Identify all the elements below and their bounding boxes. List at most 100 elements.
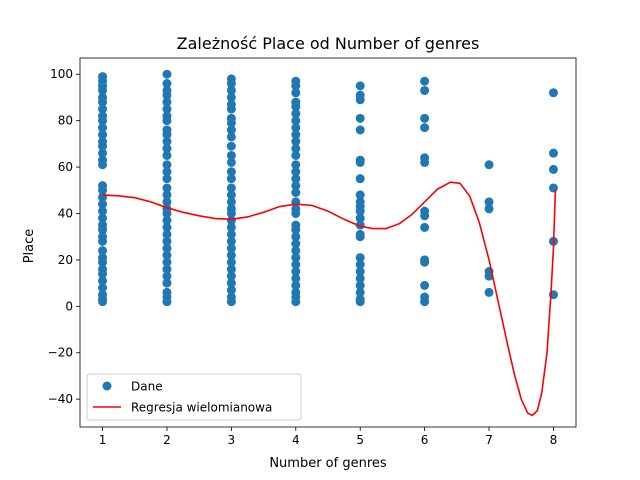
data-point: [98, 104, 108, 114]
data-point: [226, 243, 236, 253]
y-tick-label: 40: [58, 206, 73, 220]
y-tick-label: 60: [58, 160, 73, 174]
data-point: [484, 197, 494, 207]
data-point: [291, 253, 301, 263]
data-point: [226, 157, 236, 167]
data-point: [162, 229, 172, 239]
x-tick-label: 8: [550, 433, 558, 447]
data-point: [291, 144, 301, 154]
data-point: [98, 130, 108, 140]
data-point: [291, 297, 301, 307]
data-point: [484, 287, 494, 297]
data-point: [162, 174, 172, 184]
data-point: [226, 236, 236, 246]
data-point: [484, 204, 494, 214]
y-tick-label: 20: [58, 253, 73, 267]
data-point: [98, 246, 108, 256]
data-point: [226, 85, 236, 95]
x-tick-label: 4: [292, 433, 300, 447]
data-point: [291, 81, 301, 91]
chart-title: Zależność Place od Number of genres: [177, 34, 480, 53]
data-point: [226, 167, 236, 177]
data-point: [98, 276, 108, 286]
data-point: [420, 85, 430, 95]
data-point: [291, 273, 301, 283]
scatter-series: [98, 69, 558, 307]
data-point: [291, 174, 301, 184]
data-point: [291, 88, 301, 98]
plot-area: [98, 69, 558, 417]
data-point: [291, 116, 301, 126]
x-axis-label: Number of genres: [269, 456, 387, 471]
data-point: [162, 167, 172, 177]
data-point: [420, 297, 430, 307]
data-point: [226, 118, 236, 128]
data-point: [226, 183, 236, 193]
data-point: [226, 197, 236, 207]
data-point: [162, 150, 172, 160]
legend: Dane Regresja wielomianowa: [86, 373, 302, 421]
data-point: [420, 123, 430, 133]
data-point: [226, 285, 236, 295]
data-point: [162, 278, 172, 288]
y-tick-label: 0: [65, 299, 73, 313]
data-point: [420, 211, 430, 221]
x-tick-label: 6: [421, 433, 429, 447]
data-point: [98, 116, 108, 126]
regression-line: [102, 181, 557, 417]
data-point: [162, 197, 172, 207]
data-point: [355, 174, 365, 184]
data-point: [226, 79, 236, 89]
data-point: [226, 125, 236, 135]
data-point: [548, 148, 558, 158]
legend-marker-dane: [102, 381, 112, 391]
data-point: [291, 260, 301, 270]
data-point: [420, 76, 430, 86]
y-tick-label: 80: [58, 114, 73, 128]
data-point: [162, 236, 172, 246]
data-point: [291, 225, 301, 235]
data-point: [98, 213, 108, 223]
data-point: [291, 130, 301, 140]
data-point: [98, 206, 108, 216]
data-point: [98, 199, 108, 209]
legend-label-dane: Dane: [131, 380, 163, 394]
data-point: [355, 260, 365, 270]
data-point: [98, 160, 108, 170]
data-point: [355, 297, 365, 307]
data-point: [226, 92, 236, 102]
data-point: [548, 164, 558, 174]
x-tick-label: 1: [99, 433, 107, 447]
legend-box: [86, 373, 302, 421]
data-point: [291, 160, 301, 170]
data-point: [226, 278, 236, 288]
data-point: [162, 144, 172, 154]
y-tick-label: 100: [50, 67, 73, 81]
data-point: [98, 97, 108, 107]
x-tick-label: 3: [228, 433, 236, 447]
data-point: [420, 222, 430, 232]
data-point: [291, 239, 301, 249]
data-point: [420, 157, 430, 167]
data-point: [98, 185, 108, 195]
data-point: [420, 113, 430, 123]
data-point: [291, 102, 301, 112]
data-point: [162, 190, 172, 200]
data-point: [162, 257, 172, 267]
data-point: [355, 267, 365, 277]
data-point: [98, 257, 108, 267]
data-point: [291, 137, 301, 147]
data-point: [291, 109, 301, 119]
regression-series: [102, 181, 557, 417]
data-point: [162, 97, 172, 107]
data-point: [98, 236, 108, 246]
data-point: [291, 267, 301, 277]
data-point: [98, 141, 108, 151]
data-point: [98, 225, 108, 235]
data-point: [226, 222, 236, 232]
data-point: [548, 183, 558, 193]
data-point: [162, 90, 172, 100]
data-point: [98, 148, 108, 158]
data-point: [162, 104, 172, 114]
